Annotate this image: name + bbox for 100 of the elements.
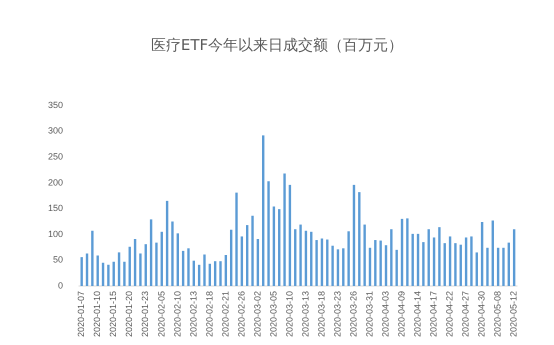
y-tick-label: 350: [48, 100, 64, 110]
chart-title: 医疗ETF今年以来日成交额（百万元）: [150, 36, 404, 55]
bar: [160, 232, 163, 286]
bar: [150, 219, 152, 286]
bar: [428, 229, 430, 286]
bar: [492, 220, 494, 286]
bar: [406, 218, 409, 286]
x-tick-label: 2020-03-10: [284, 290, 294, 338]
bar: [123, 262, 126, 286]
bar: [240, 236, 244, 286]
x-tick-label: 2020-04-22: [444, 290, 455, 338]
bar: [358, 192, 361, 286]
bar: [256, 239, 260, 286]
x-tick-label: 2020-03-02: [252, 290, 262, 338]
bar: [208, 264, 212, 286]
x-tick-label: 2020-04-14: [412, 290, 423, 338]
x-tick-label: 2020-04-27: [460, 290, 471, 338]
bar: [214, 261, 216, 286]
bar: [96, 256, 99, 286]
bar: [304, 230, 308, 286]
bar: [412, 234, 414, 286]
y-tick-label: 0: [58, 280, 64, 290]
x-tick-label: 2020-03-05: [268, 290, 278, 338]
bar: [374, 240, 377, 286]
bar: [496, 248, 500, 286]
bar: [176, 233, 179, 286]
x-tick-label: 2020-03-26: [348, 290, 358, 338]
bar: [476, 252, 478, 286]
bar: [299, 224, 302, 286]
bar: [486, 248, 489, 286]
bar: [460, 244, 462, 286]
bar: [470, 236, 473, 286]
bar: [272, 206, 276, 286]
bar: [91, 230, 94, 286]
bar: [288, 184, 292, 286]
x-tick-label: 2020-04-30: [476, 290, 487, 338]
x-tick-label: 2020-04-17: [428, 290, 439, 338]
bar: [139, 253, 142, 286]
bar: [171, 221, 174, 286]
bar: [198, 264, 200, 286]
x-tick-label: 2020-02-13: [188, 290, 198, 338]
x-tick-label: 2020-03-18: [316, 290, 326, 338]
bar: [379, 240, 382, 286]
bar: [112, 262, 115, 286]
bar: [438, 227, 441, 286]
bar: [347, 231, 350, 286]
bar: [444, 243, 446, 286]
x-tick-label: 2020-01-15: [108, 290, 118, 338]
bar: [262, 135, 264, 286]
bar: [464, 237, 468, 286]
x-tick-label: 2020-05-12: [508, 290, 519, 338]
x-tick-label: 2020-02-26: [236, 290, 246, 338]
bar: [182, 250, 184, 286]
x-tick-label: 2020-01-23: [140, 290, 150, 338]
bar: [395, 250, 398, 286]
y-tick-label: 100: [48, 228, 64, 239]
y-tick-label: 250: [48, 151, 64, 162]
bar: [512, 229, 516, 286]
y-tick-label: 200: [48, 177, 64, 188]
bar: [390, 229, 393, 286]
y-tick-label: 300: [48, 126, 64, 136]
bar: [107, 264, 110, 286]
x-tick-label: 2020-04-03: [380, 290, 390, 338]
bar: [246, 225, 248, 286]
x-tick-label: 2020-02-21: [220, 290, 230, 338]
x-tick-label: 2020-05-08: [492, 290, 503, 338]
bar: [230, 230, 232, 286]
bar: [310, 232, 312, 286]
bar: [80, 257, 83, 286]
bar: [422, 242, 425, 286]
bar: [128, 246, 131, 286]
bar: [155, 242, 158, 286]
bar: [166, 200, 168, 286]
x-tick-label: 2020-03-31: [364, 290, 374, 338]
bar: [283, 174, 286, 286]
x-tick-label: 2020-01-20: [124, 290, 134, 338]
y-tick-label: 150: [48, 203, 64, 214]
x-tick-label: 2020-03-13: [300, 290, 310, 338]
x-tick-label: 2020-01-07: [76, 290, 86, 338]
bar: [144, 244, 147, 286]
bar: [480, 222, 484, 286]
bar: [342, 248, 344, 286]
bar: [224, 255, 228, 286]
bar: [331, 246, 334, 286]
y-tick-label: 50: [53, 254, 64, 265]
bar: [294, 229, 296, 286]
bar: [192, 260, 196, 286]
bar: [454, 243, 457, 286]
bar: [315, 240, 318, 286]
bar: [134, 239, 136, 286]
x-tick-label: 2020-04-09: [396, 290, 407, 338]
bar: [363, 224, 366, 286]
bar: [278, 209, 280, 286]
x-tick-label: 2020-02-05: [156, 290, 166, 338]
bar: [326, 240, 328, 286]
bar: [118, 252, 120, 286]
x-tick-label: 2020-02-18: [204, 290, 214, 338]
bar: [432, 237, 436, 286]
bar: [320, 238, 324, 286]
x-tick-label: 2020-01-10: [92, 290, 102, 338]
